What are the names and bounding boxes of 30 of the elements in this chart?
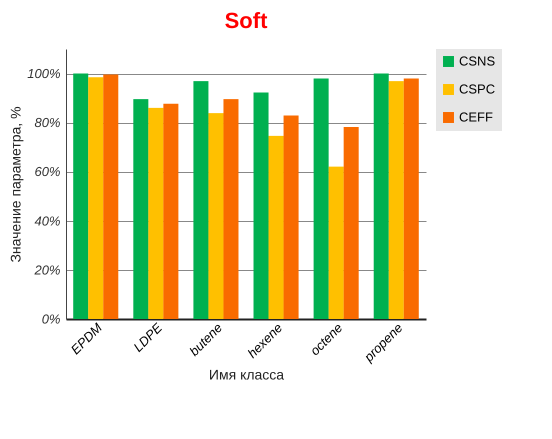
y-tick-label: 60% — [34, 164, 60, 180]
bar — [314, 78, 329, 319]
bar — [328, 166, 344, 319]
y-tick-label: 40% — [34, 213, 60, 228]
bar — [148, 108, 164, 319]
y-tick-label: 100% — [27, 66, 60, 82]
bar — [268, 136, 284, 319]
bar — [88, 77, 104, 319]
y-tick-label: 0% — [42, 312, 60, 326]
bar — [73, 74, 88, 319]
legend-label: CSNS — [459, 54, 496, 68]
bar — [254, 92, 269, 319]
bar — [133, 99, 148, 319]
bar — [284, 116, 299, 319]
bar — [223, 99, 238, 319]
bar — [193, 81, 208, 319]
x-axis-title: Имя класса — [208, 366, 284, 382]
bar — [404, 78, 419, 319]
legend-label: CEFF — [459, 110, 493, 124]
y-tick-label: 20% — [33, 262, 60, 278]
legend-label: CSPC — [459, 82, 496, 96]
chart-title: Soft — [224, 8, 268, 33]
bar — [374, 74, 389, 319]
bar — [388, 81, 404, 319]
bar — [103, 74, 118, 319]
bar — [208, 113, 224, 319]
bar — [163, 104, 178, 319]
y-axis-title: Значение параметра, % — [7, 106, 24, 263]
bar — [344, 127, 359, 319]
y-tick-label: 80% — [34, 115, 60, 130]
